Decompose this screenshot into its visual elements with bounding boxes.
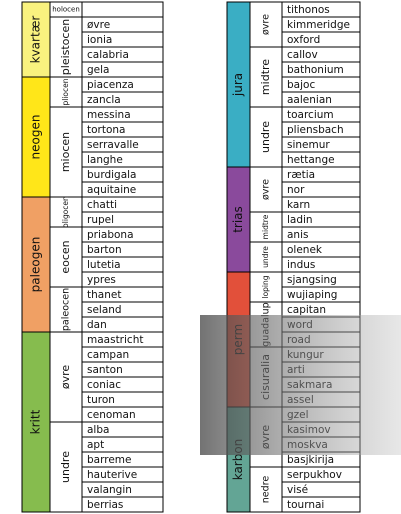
stage-label: ypres <box>87 274 116 286</box>
stage-label: basjkirija <box>287 454 334 466</box>
epoch-label: øvre <box>261 14 272 35</box>
epoch-label: miocen <box>59 132 72 172</box>
stage-label: langhe <box>87 154 123 166</box>
epoch-label: eocen <box>59 240 72 273</box>
stage-label: messina <box>87 109 131 121</box>
stage-label: dan <box>87 319 107 331</box>
stage-label: coniac <box>87 379 121 391</box>
stage-label: berrias <box>87 499 123 511</box>
stage-label: barton <box>87 244 122 256</box>
stage-label: olenek <box>287 244 323 256</box>
epoch-cell <box>249 1 283 48</box>
stage-label: indus <box>287 259 315 271</box>
stage-cell <box>81 1 164 18</box>
stage-label: nor <box>287 184 305 196</box>
stage-label: rætia <box>287 169 315 181</box>
epoch-cell <box>49 76 83 108</box>
epoch-label: undre <box>261 246 270 268</box>
period-label: trias <box>231 206 245 233</box>
epoch-cell <box>249 466 283 513</box>
stage-label: øvre <box>87 19 110 31</box>
stage-label: maastricht <box>87 334 143 346</box>
period-label: jura <box>231 73 245 97</box>
period-cell <box>21 76 51 198</box>
period-cell <box>21 196 51 333</box>
stage-label: ladin <box>287 214 313 226</box>
epoch-cell <box>49 106 83 198</box>
epoch-cell <box>249 211 283 243</box>
stage-cell <box>281 496 361 513</box>
stage-label: cenoman <box>87 409 136 421</box>
epoch-label: øvre <box>59 365 72 390</box>
stage-label: priabona <box>87 229 134 241</box>
stage-label: oxford <box>287 34 320 46</box>
stage-label: campan <box>87 349 129 361</box>
period-label: kvartær <box>29 16 43 64</box>
stage-label: anis <box>287 229 308 241</box>
epoch-label: midtre <box>259 59 272 95</box>
stage-label: barreme <box>87 454 131 466</box>
epoch-label: loping <box>261 275 270 298</box>
stage-label: santon <box>87 364 123 376</box>
epoch-label: øvre <box>261 179 272 200</box>
stage-label: zancla <box>87 94 121 106</box>
epoch-label: holocen <box>52 6 80 14</box>
stage-label: wujiaping <box>287 289 337 301</box>
stage-label: seland <box>87 304 122 316</box>
stage-label: burdigala <box>87 169 137 181</box>
stage-label: rupel <box>87 214 114 226</box>
stage-label: chatti <box>87 199 117 211</box>
epoch-label: nedre <box>261 476 272 504</box>
epoch-cell <box>49 421 83 513</box>
stage-label: aalenian <box>287 94 332 106</box>
stage-label: valangin <box>87 484 132 496</box>
epoch-label: oligocen <box>61 196 70 228</box>
stage-label: visé <box>287 484 308 496</box>
stage-label: bathonium <box>287 64 344 76</box>
stage-label: apt <box>87 439 104 451</box>
shade-overlay <box>200 315 401 455</box>
stage-label: callov <box>287 49 318 61</box>
stage-label: piacenza <box>87 79 134 91</box>
stage-label: ionia <box>87 34 112 46</box>
period-label: neogen <box>29 115 43 160</box>
stage-label: tournai <box>287 499 324 511</box>
stage-label: calabria <box>87 49 129 61</box>
epoch-label: paleocen <box>61 288 72 331</box>
stage-cell <box>81 496 164 513</box>
stage-label: karn <box>287 199 310 211</box>
stage-label: aquitaine <box>87 184 136 196</box>
stage-label: bajoc <box>287 79 315 91</box>
epoch-label: undre <box>259 121 272 153</box>
stage-label: thanet <box>87 289 121 301</box>
stage-label: hettange <box>287 154 335 166</box>
stage-label: gela <box>87 64 109 76</box>
period-label: kritt <box>29 409 43 434</box>
epoch-label: pleistocen <box>59 19 72 75</box>
stage-label: sinemur <box>287 139 330 151</box>
epoch-label: pliocen <box>61 78 70 105</box>
period-label: paleogen <box>29 237 43 293</box>
epoch-cell <box>49 286 83 333</box>
stage-label: hauterive <box>87 469 137 481</box>
period-cell <box>21 1 51 78</box>
stage-label: tortona <box>87 124 126 136</box>
stage-label: sjangsing <box>287 274 337 286</box>
stage-label: turon <box>87 394 115 406</box>
epoch-label: midtre <box>261 214 270 239</box>
stage-label: serpukhov <box>287 469 342 481</box>
stage-label: tithonos <box>287 4 330 16</box>
stage-label: alba <box>87 424 109 436</box>
stage-label: lutetia <box>87 259 121 271</box>
stage-label: pliensbach <box>287 124 344 136</box>
stage-label: toarcium <box>287 109 334 121</box>
period-cell <box>21 331 51 513</box>
epoch-label: undre <box>59 451 72 483</box>
stage-label: kimmeridge <box>287 19 350 31</box>
stage-label: capitan <box>287 304 326 316</box>
stage-label: serravalle <box>87 139 139 151</box>
